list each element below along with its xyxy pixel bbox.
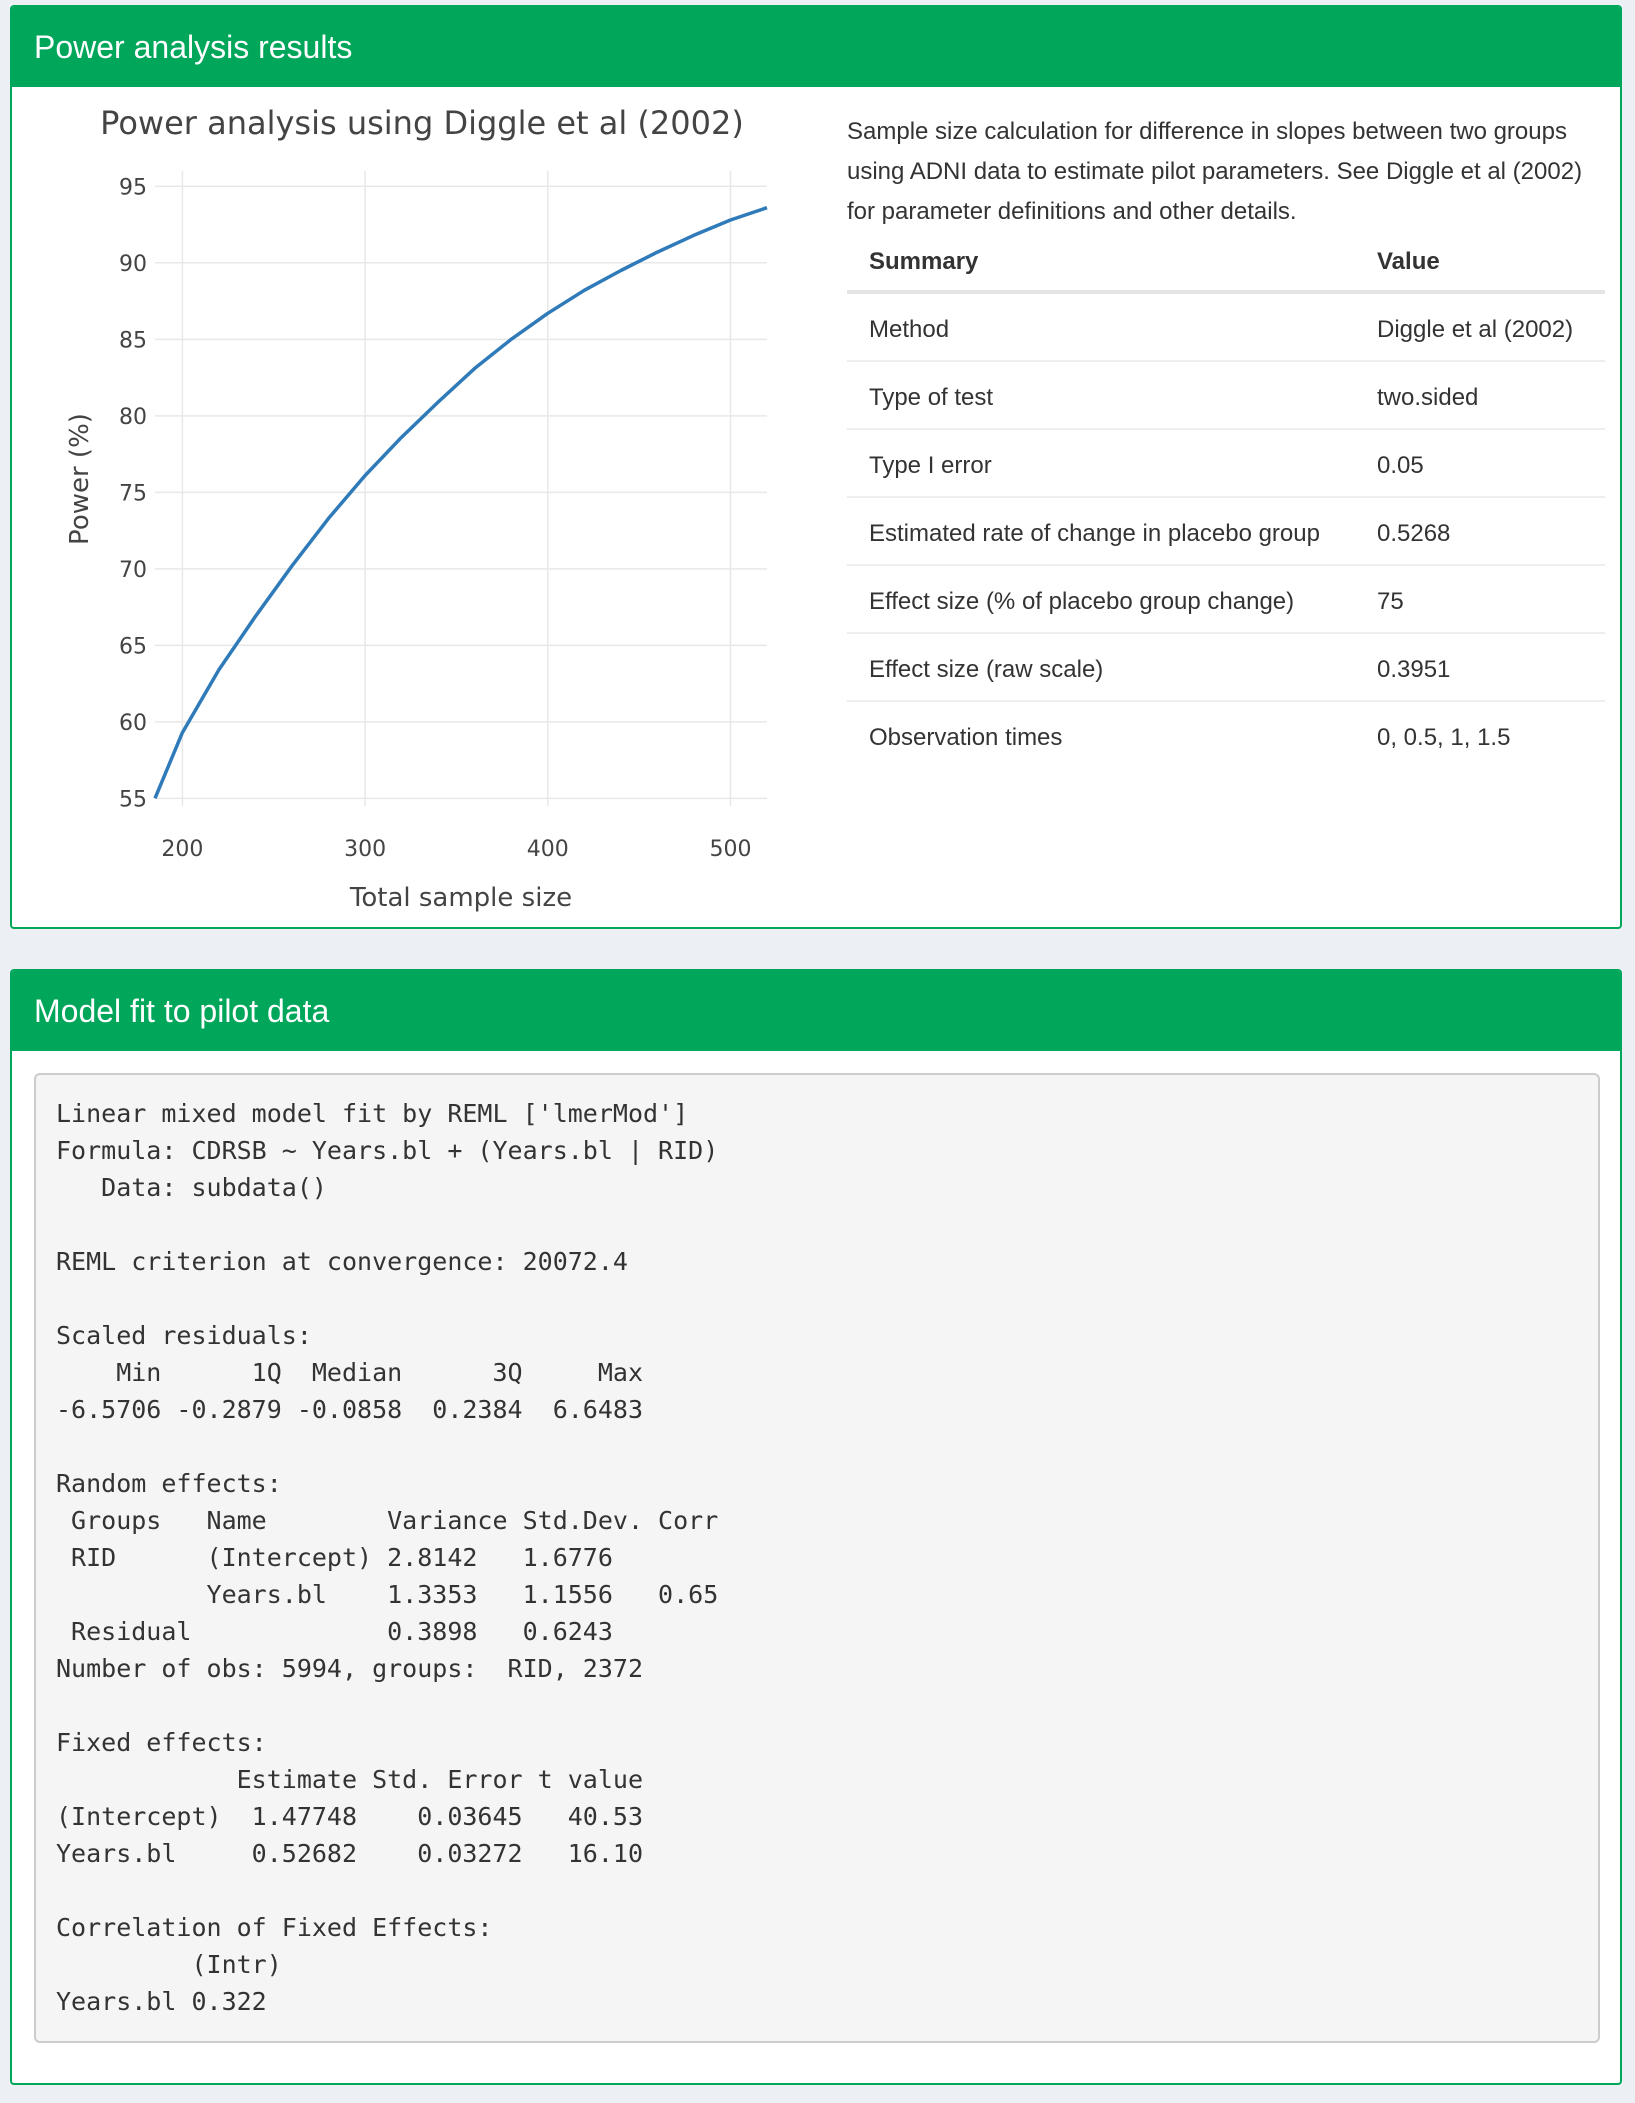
y-tick-label: 55 (119, 787, 147, 812)
value-cell: Diggle et al (2002) (1355, 292, 1605, 362)
model-output[interactable]: Linear mixed model fit by REML ['lmerMod… (34, 1073, 1600, 2043)
x-axis-title: Total sample size (349, 883, 572, 913)
y-tick-label: 60 (119, 711, 147, 736)
value-cell: 75 (1355, 565, 1605, 634)
summary-cell: Effect size (raw scale) (847, 633, 1355, 702)
y-tick-label: 70 (119, 558, 147, 583)
value-cell: 0.5268 (1355, 497, 1605, 566)
summary-cell: Type I error (847, 429, 1355, 498)
value-cell: 0.05 (1355, 429, 1605, 498)
table-row: Type of test two.sided (847, 361, 1605, 430)
power-chart: 55 60 65 70 75 80 85 90 95 200 300 400 500 Power anal… (12, 87, 802, 927)
y-tick-label: 65 (119, 634, 147, 659)
table-row: Estimated rate of change in placebo grou… (847, 497, 1605, 566)
value-cell: 0, 0.5, 1, 1.5 (1377, 724, 1511, 751)
model-fit-header: Model fit to pilot data (12, 971, 1620, 1051)
value-cell: two.sided (1355, 361, 1605, 430)
power-summary: Sample size calculation for difference i… (847, 112, 1615, 768)
summary-table-header: Summary Value (847, 238, 1605, 294)
y-tick-label: 80 (119, 405, 147, 430)
y-tick-label: 90 (119, 252, 147, 277)
power-analysis-header: Power analysis results (12, 7, 1620, 87)
summary-cell: Observation times (869, 724, 1063, 751)
x-tick-label: 400 (527, 837, 569, 862)
value-column-header: Value (1355, 238, 1605, 294)
table-row: Type I error 0.05 (847, 429, 1605, 498)
y-tick-label: 85 (119, 328, 147, 353)
summary-cell: Estimated rate of change in placebo grou… (847, 497, 1355, 566)
power-analysis-panel: Power analysis results 55 60 65 70 75 80 85 90 9… (10, 5, 1622, 929)
x-tick-label: 500 (709, 837, 751, 862)
chart-title: Power analysis using Diggle et al (2002) (100, 104, 744, 142)
summary-table: Summary Value Method Diggle et al (2002)… (847, 238, 1605, 768)
summary-cell: Effect size (% of placebo group change) (847, 565, 1355, 634)
power-description: Sample size calculation for difference i… (847, 118, 1583, 225)
model-fit-panel: Model fit to pilot data Linear mixed mod… (10, 969, 1622, 2085)
summary-cell: Type of test (847, 361, 1355, 430)
table-row: Observation times 0, 0.5, 1, 1.5 (847, 701, 1605, 768)
x-tick-label: 200 (161, 837, 203, 862)
y-tick-label: 95 (119, 175, 147, 200)
summary-column-header: Summary (847, 238, 1355, 294)
table-row: Effect size (% of placebo group change) … (847, 565, 1605, 634)
value-cell: 0.3951 (1355, 633, 1605, 702)
summary-cell: Method (847, 292, 1355, 362)
table-row: Effect size (raw scale) 0.3951 (847, 633, 1605, 702)
power-chart-svg: 55 60 65 70 75 80 85 90 95 200 300 400 500 Power anal… (65, 104, 768, 913)
y-tick-label: 75 (119, 481, 147, 506)
power-curve-line (153, 206, 768, 799)
y-axis-title: Power (%) (65, 413, 95, 545)
x-tick-label: 300 (344, 837, 386, 862)
table-row: Method Diggle et al (2002) (847, 292, 1605, 362)
